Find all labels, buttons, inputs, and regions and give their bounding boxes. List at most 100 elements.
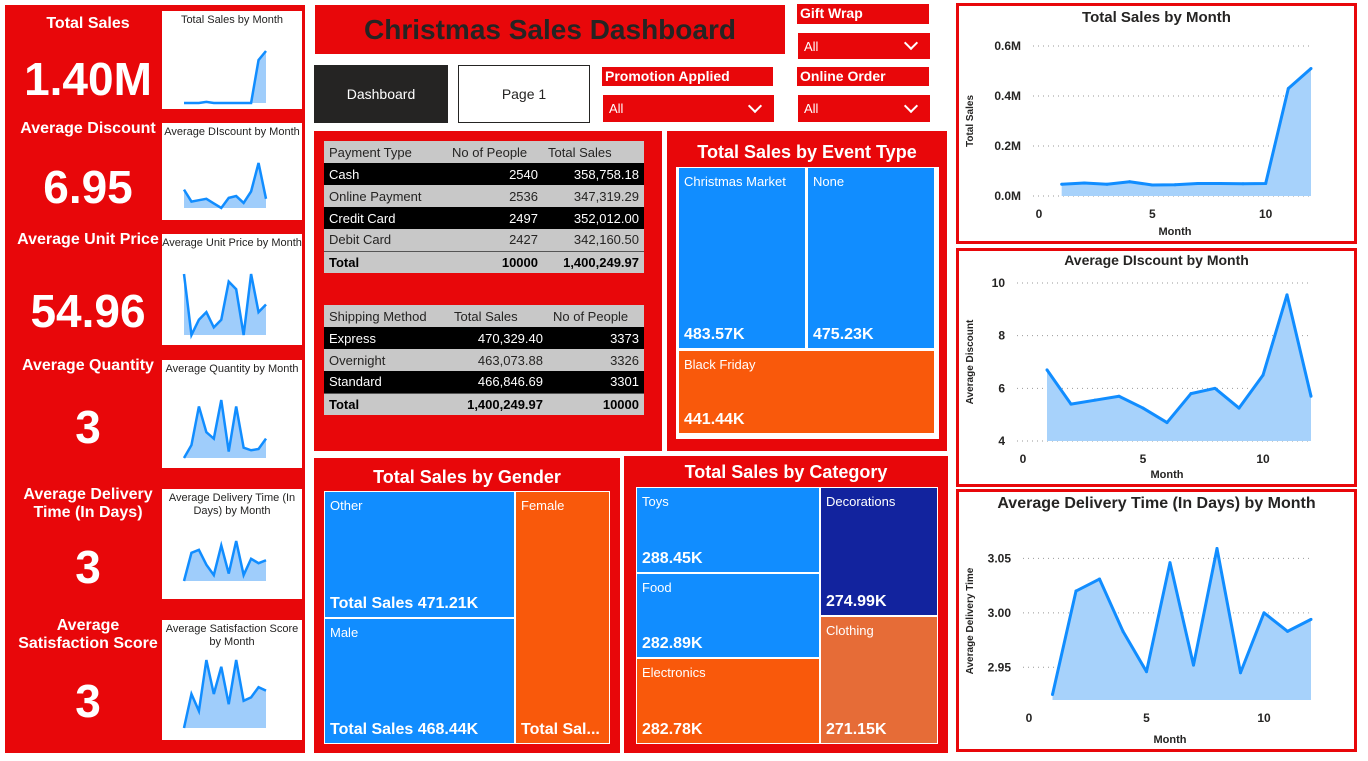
data-point[interactable] <box>1060 182 1064 186</box>
table-row[interactable]: Cash 2540 358,758.18 <box>324 163 644 185</box>
x-tick-label: 10 <box>1256 452 1270 466</box>
data-point[interactable] <box>1168 561 1172 565</box>
table-header-row: Payment Type No of People Total Sales <box>324 141 644 163</box>
treemap-tile[interactable]: Male Total Sales 468.44K <box>324 618 515 744</box>
data-point[interactable] <box>1093 398 1097 402</box>
x-tick-label: 0 <box>1020 452 1027 466</box>
page1-nav-button[interactable]: Page 1 <box>458 65 590 123</box>
data-point[interactable] <box>1285 293 1289 297</box>
total-sales-chart-panel[interactable]: Total Sales by Month 0.0M 0.2M 0.4M 0.6M 0 5 10… <box>956 3 1357 244</box>
table-cell: 358,758.18 <box>543 163 644 185</box>
treemap-tile[interactable]: Black Friday 441.44K <box>678 350 935 434</box>
column-header[interactable]: No of People <box>447 141 543 163</box>
sparkline-card[interactable]: Average Satisfaction Score by Month <box>162 620 302 740</box>
data-point[interactable] <box>1121 629 1125 633</box>
average-discount-chart-panel[interactable]: Average DIscount by Month 4 6 8 10 0 5 10 Month A… <box>956 248 1357 487</box>
event-type-visual: Total Sales by Event Type Christmas Mark… <box>667 131 947 451</box>
series-line <box>1045 293 1313 425</box>
table-cell: 2540 <box>447 163 543 185</box>
data-point[interactable] <box>1309 67 1313 70</box>
column-header[interactable]: Shipping Method <box>324 305 449 327</box>
data-point[interactable] <box>1051 693 1054 697</box>
data-point[interactable] <box>1145 670 1148 674</box>
data-point[interactable] <box>1150 183 1154 187</box>
data-point[interactable] <box>1241 182 1245 186</box>
chart-title: Average DIscount by Month <box>1064 252 1249 268</box>
treemap-tile[interactable]: Toys 288.45K <box>636 487 820 573</box>
sparkline-card[interactable]: Average DIscount by Month <box>162 123 302 220</box>
data-point[interactable] <box>1286 87 1290 90</box>
data-point[interactable] <box>1262 611 1266 615</box>
kpi-label: Average Satisfaction Score <box>18 617 158 652</box>
table-row[interactable]: Overnight 463,073.88 3326 <box>324 349 644 371</box>
data-point[interactable] <box>1173 183 1177 187</box>
kpi-value: 54.96 <box>30 285 146 337</box>
data-point[interactable] <box>1196 182 1200 185</box>
table-row[interactable]: Express 470,329.40 3373 <box>324 327 644 349</box>
shipping-table: Shipping Method Total Sales No of People Ex… <box>324 305 644 415</box>
online-order-dropdown[interactable]: All <box>797 94 931 123</box>
column-header[interactable]: No of People <box>548 305 644 327</box>
data-point[interactable] <box>1045 368 1049 372</box>
sparkline-card[interactable]: Average Unit Price by Month <box>162 234 302 345</box>
sparkline-title: Average DIscount by Month <box>164 126 300 138</box>
sparkline-card[interactable]: Average Quantity by Month <box>162 360 302 468</box>
treemap-tile[interactable]: Electronics 282.78K <box>636 658 820 744</box>
treemap-tile[interactable]: Other Total Sales 471.21K <box>324 491 515 618</box>
sparkline-card[interactable]: Average Delivery Time (In Days) by Month <box>162 489 302 599</box>
category-title: Total Sales by Category <box>684 462 888 482</box>
dashboard-nav-button[interactable]: Dashboard <box>314 65 448 123</box>
sparkline-card[interactable]: Total Sales by Month <box>162 11 302 109</box>
data-point[interactable] <box>1069 402 1073 406</box>
treemap-tile[interactable]: Decorations 274.99K <box>820 487 938 616</box>
data-point[interactable] <box>1128 180 1132 184</box>
average-delivery-chart-panel[interactable]: Average Delivery Time (In Days) by Month… <box>956 489 1357 752</box>
data-point[interactable] <box>1309 394 1313 398</box>
sparkline-line <box>182 540 267 582</box>
treemap-tile[interactable]: Christmas Market 483.57K <box>678 167 806 349</box>
table-cell: 342,160.50 <box>543 229 644 251</box>
data-point[interactable] <box>1215 547 1219 551</box>
tables-panel: Payment Type No of People Total Sales Cash 2… <box>314 131 662 451</box>
column-header[interactable]: Total Sales <box>543 141 644 163</box>
data-point[interactable] <box>1286 629 1289 633</box>
table-row[interactable]: Debit Card 2427 342,160.50 <box>324 229 644 251</box>
data-point[interactable] <box>1105 182 1109 186</box>
column-header[interactable]: Total Sales <box>449 305 548 327</box>
data-point[interactable] <box>1239 671 1242 675</box>
sparkline-title: Average Quantity by Month <box>165 363 299 375</box>
data-point[interactable] <box>1117 394 1121 398</box>
data-point[interactable] <box>1165 421 1169 425</box>
sparkline-line <box>182 273 267 340</box>
treemap-tile[interactable]: Clothing 271.15K <box>820 616 938 744</box>
data-point[interactable] <box>1237 406 1241 410</box>
payment-table: Payment Type No of People Total Sales Cash 2… <box>324 141 644 273</box>
data-point[interactable] <box>1074 589 1078 593</box>
promotion-dropdown[interactable]: All <box>602 94 775 123</box>
y-tick-label: 6 <box>998 381 1005 395</box>
data-point[interactable] <box>1213 386 1217 390</box>
kpi-label: Total Sales <box>46 15 130 32</box>
column-header[interactable]: Payment Type <box>324 141 447 163</box>
table-row[interactable]: Standard 466,846.69 3301 <box>324 371 644 393</box>
data-point[interactable] <box>1098 577 1101 581</box>
data-point[interactable] <box>1141 406 1145 410</box>
data-point[interactable] <box>1192 663 1195 667</box>
y-axis-label: Average Delivery Time <box>965 567 976 674</box>
kpi-label: Average Quantity <box>22 357 154 374</box>
data-point[interactable] <box>1264 182 1268 185</box>
data-point[interactable] <box>1218 182 1222 185</box>
kpi-label: Average Delivery Time (In Days) <box>23 486 153 521</box>
table-row[interactable]: Online Payment 2536 347,319.29 <box>324 185 644 207</box>
table-cell: 3373 <box>548 327 644 349</box>
treemap-tile[interactable]: None 475.23K <box>807 167 935 349</box>
treemap-tile[interactable]: Food 282.89K <box>636 573 820 658</box>
chevron-down-icon <box>903 98 919 113</box>
treemap-tile[interactable]: Female Total Sal... <box>515 491 610 744</box>
data-point[interactable] <box>1189 392 1193 396</box>
data-point[interactable] <box>1082 181 1086 185</box>
table-row[interactable]: Credit Card 2497 352,012.00 <box>324 207 644 229</box>
gift-wrap-dropdown[interactable]: All <box>797 32 931 60</box>
data-point[interactable] <box>1309 617 1313 621</box>
data-point[interactable] <box>1261 373 1265 377</box>
